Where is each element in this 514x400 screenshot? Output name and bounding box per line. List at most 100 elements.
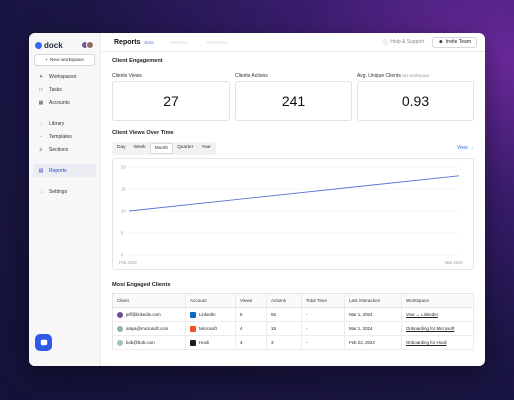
account-name: Microsoft: [199, 326, 217, 331]
nav-divider: [29, 177, 100, 185]
actions-cell: 18: [266, 321, 302, 336]
invite-team-button[interactable]: ☻ Invite Team: [432, 36, 477, 48]
top-bar: Reports Beta ⓘ Help & Support ☻ Invite T…: [101, 33, 485, 52]
y-tick-label: 0: [121, 253, 124, 258]
chat-icon: [40, 339, 47, 346]
y-tick-label: 5: [121, 231, 124, 236]
column-header[interactable]: Client: [112, 293, 186, 308]
actions-cell: 3: [266, 335, 302, 350]
user-avatars[interactable]: [81, 41, 94, 49]
range-tab-week[interactable]: Week: [133, 144, 146, 150]
metric-value: 0.93: [357, 81, 474, 121]
table-row[interactable]: jeff@linkedin.com LinkedIn 5 55- Mar 1, 2024…: [112, 307, 474, 322]
logo-text: dock: [44, 40, 63, 50]
sections-icon: ≡: [39, 146, 43, 153]
top-bar-placeholder: [205, 40, 228, 44]
x-tick-label: Mar 2024: [445, 260, 463, 265]
sidebar-item-label: Templates: [49, 133, 72, 140]
settings-icon: ∷: [39, 188, 43, 195]
engagement-title: Client Engagement: [112, 58, 163, 64]
total-time-cell: -: [301, 307, 345, 322]
column-header[interactable]: Account: [185, 293, 236, 308]
help-label: Help & Support: [390, 39, 425, 45]
client-cell[interactable]: jeff@linkedin.com: [112, 307, 186, 322]
workspace-link[interactable]: Viva ↔ LinkedIn: [401, 307, 474, 322]
sidebar-item-settings[interactable]: ∷ Settings: [29, 185, 100, 198]
sidebar-item-label: Settings: [49, 188, 68, 195]
last-interaction-cell: Mar 1, 2024: [344, 321, 402, 336]
table-row[interactable]: satya@microsoft.com Microsoft 4 18- Mar 1, 2…: [112, 321, 474, 336]
range-tab-quarter[interactable]: Quarter: [177, 144, 194, 150]
client-cell[interactable]: bob@bob.com: [112, 335, 186, 350]
templates-icon: ▫: [40, 133, 42, 140]
page-title: Reports: [114, 38, 141, 46]
sidebar-item-label: Library: [49, 120, 65, 127]
accounts-icon: ▦: [38, 99, 44, 106]
metric-label: Avg. Unique Clients per workspace: [357, 73, 430, 79]
metric-card: Clients Actions 241: [235, 73, 352, 121]
view-link[interactable]: View →: [456, 145, 474, 151]
account-cell[interactable]: Hooli: [185, 335, 236, 350]
column-header[interactable]: Workspace: [401, 293, 474, 308]
invite-label: Invite Team: [445, 39, 471, 45]
metric-label: Clients Views: [112, 73, 142, 79]
table-row[interactable]: bob@bob.com Hooli 3 3- Feb 22, 2024 Onboardin…: [112, 335, 474, 350]
sidebar-item-templates[interactable]: ▫ Templates: [29, 130, 100, 143]
clients-table-body: jeff@linkedin.com LinkedIn 5 55- Mar 1, 2024…: [112, 307, 474, 350]
client-email: bob@bob.com: [126, 340, 155, 345]
avatar: [117, 339, 123, 346]
workspace-link[interactable]: Onboarding for Hooli: [401, 335, 474, 350]
sidebar-item-workspaces[interactable]: ✦ Workspaces: [29, 70, 100, 83]
clients-table: Client Account Views Actions Total Time …: [112, 293, 474, 350]
logo[interactable]: dock: [35, 41, 63, 50]
actions-cell: 55: [266, 307, 302, 322]
new-workspace-label: New workspace: [49, 57, 84, 63]
account-name: Hooli: [199, 340, 210, 345]
column-header[interactable]: Total Time: [301, 293, 345, 308]
column-header[interactable]: Actions: [266, 293, 302, 308]
company-logo-icon: [190, 339, 196, 346]
x-tick-label: Feb 2024: [119, 260, 137, 265]
views-cell: 4: [235, 321, 267, 336]
views-chart-title: Client Views Over Time: [112, 130, 174, 136]
account-cell[interactable]: Microsoft: [185, 321, 236, 336]
metrics-row: Clients Views 27 Clients Actions 241 Avg…: [112, 73, 474, 121]
avatar: [86, 41, 94, 49]
new-workspace-button[interactable]: + New workspace: [34, 54, 95, 66]
sidebar-item-library[interactable]: ◌ Library: [29, 117, 100, 130]
main-content: Reports Beta ⓘ Help & Support ☻ Invite T…: [101, 33, 485, 366]
nav-divider: [29, 156, 100, 164]
plus-icon: +: [45, 57, 48, 63]
metric-sublabel: per workspace: [402, 73, 430, 78]
beta-badge: Beta: [144, 39, 154, 45]
chart-canvas: 20 15 10 5 0 Feb 2024 Mar 2024: [119, 165, 463, 266]
sidebar-item-reports[interactable]: ▤ Reports: [33, 164, 96, 177]
last-interaction-cell: Feb 22, 2024: [344, 335, 402, 350]
chat-support-button[interactable]: [35, 334, 52, 351]
total-time-cell: -: [301, 335, 345, 350]
column-header[interactable]: Last interaction: [344, 293, 402, 308]
sidebar-item-tasks[interactable]: □ Tasks: [29, 83, 100, 96]
nav-divider: [29, 109, 100, 117]
range-tab-day[interactable]: Day: [117, 144, 126, 150]
column-header[interactable]: Views: [235, 293, 267, 308]
sidebar-item-accounts[interactable]: ▦ Accounts: [29, 96, 100, 109]
help-support-link[interactable]: ⓘ Help & Support: [383, 39, 424, 46]
workspace-link[interactable]: Onboarding for Microsoft: [401, 321, 474, 336]
metric-card: Avg. Unique Clients per workspace 0.93: [357, 73, 474, 121]
account-cell[interactable]: LinkedIn: [185, 307, 236, 322]
help-icon: ⓘ: [383, 39, 389, 46]
sidebar-nav: ✦ Workspaces □ Tasks ▦ Accounts ◌ Librar…: [29, 70, 100, 198]
sidebar: dock + New workspace ✦ Workspaces □ Task…: [29, 33, 101, 366]
client-cell[interactable]: satya@microsoft.com: [112, 321, 186, 336]
client-email: jeff@linkedin.com: [126, 312, 161, 317]
range-tab-year[interactable]: Year: [201, 144, 212, 150]
client-email: satya@microsoft.com: [126, 326, 169, 331]
metric-label: Clients Actions: [235, 73, 268, 79]
series-line: [128, 175, 460, 212]
clients-title: Most Engaged Clients: [112, 282, 171, 288]
sidebar-item-sections[interactable]: ≡ Sections: [29, 143, 100, 156]
account-name: LinkedIn: [199, 312, 216, 317]
range-tab-month[interactable]: Month: [149, 142, 174, 154]
logo-row: dock: [29, 33, 100, 51]
